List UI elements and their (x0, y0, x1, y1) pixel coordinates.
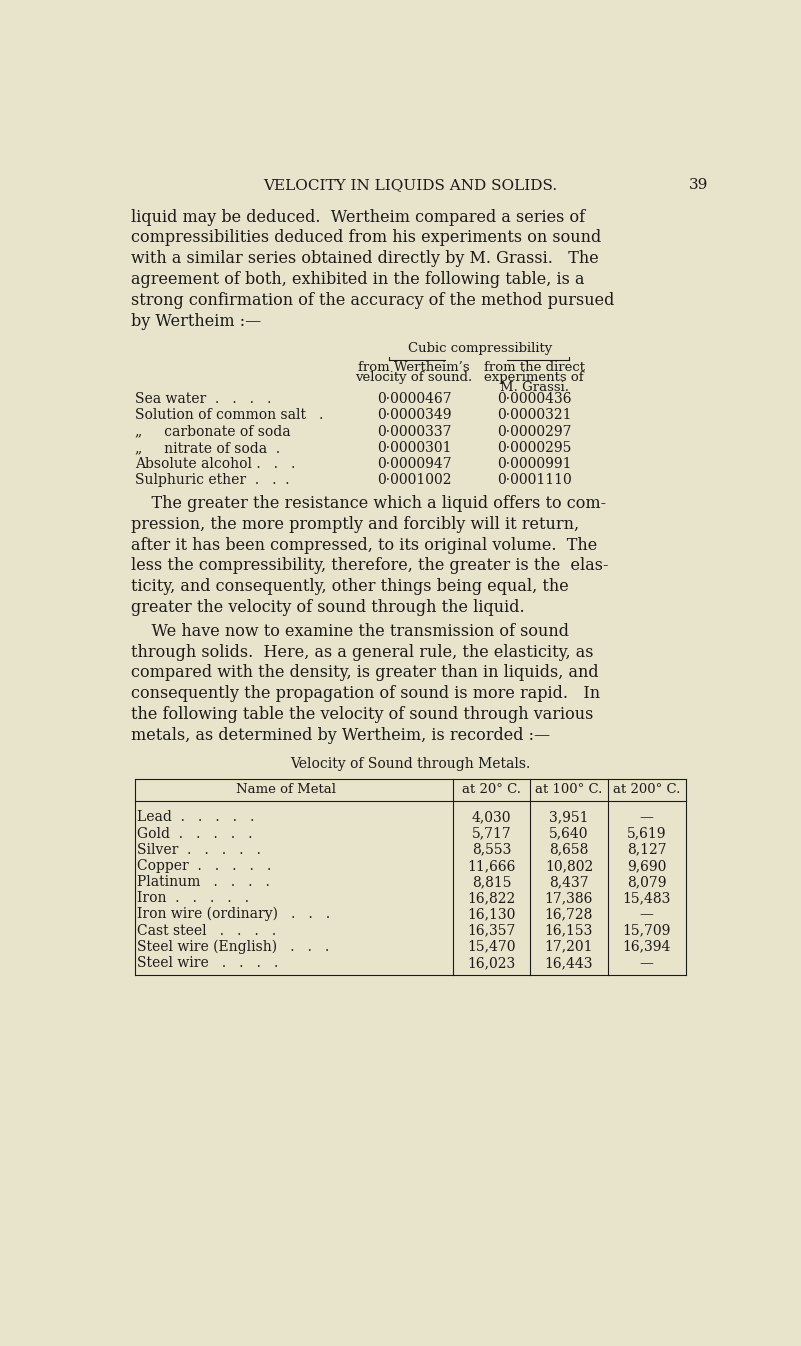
Text: 15,483: 15,483 (622, 891, 670, 906)
Text: —: — (639, 810, 654, 824)
Text: 3,951: 3,951 (549, 810, 589, 824)
Text: Silver  .   .   .   .   .: Silver . . . . . (137, 843, 261, 857)
Text: agreement of both, exhibited in the following table, is a: agreement of both, exhibited in the foll… (131, 271, 585, 288)
Text: 16,728: 16,728 (545, 907, 594, 922)
Text: at 20° C.: at 20° C. (462, 783, 521, 795)
Text: Iron  .   .   .   .   .: Iron . . . . . (137, 891, 249, 906)
Text: Cubic compressibility: Cubic compressibility (408, 342, 552, 355)
Text: 16,357: 16,357 (467, 923, 516, 938)
Text: We have now to examine the transmission of sound: We have now to examine the transmission … (131, 623, 570, 639)
Text: Sulphuric ether  .   .  .: Sulphuric ether . . . (135, 474, 289, 487)
Text: 16,153: 16,153 (545, 923, 594, 938)
Text: 0·0000947: 0·0000947 (376, 458, 451, 471)
Text: 0·0000321: 0·0000321 (497, 408, 571, 423)
Text: experiments of: experiments of (485, 371, 584, 384)
Text: „     nitrate of soda  .: „ nitrate of soda . (135, 440, 280, 455)
Text: 16,443: 16,443 (545, 956, 594, 970)
Text: 17,201: 17,201 (545, 940, 594, 954)
Text: 0·0001002: 0·0001002 (376, 474, 451, 487)
Text: ticity, and consequently, other things being equal, the: ticity, and consequently, other things b… (131, 579, 569, 595)
Text: Absolute alcohol .   .   .: Absolute alcohol . . . (135, 458, 296, 471)
Text: strong confirmation of the accuracy of the method pursued: strong confirmation of the accuracy of t… (131, 292, 614, 308)
Text: 5,619: 5,619 (626, 826, 666, 841)
Text: through solids.  Here, as a general rule, the elasticity, as: through solids. Here, as a general rule,… (131, 643, 594, 661)
Text: Velocity of Sound through Metals.: Velocity of Sound through Metals. (290, 758, 530, 771)
Text: —: — (639, 956, 654, 970)
Text: with a similar series obtained directly by M. Grassi.   The: with a similar series obtained directly … (131, 250, 599, 267)
Text: 0·0000991: 0·0000991 (497, 458, 571, 471)
Text: from the direct: from the direct (484, 361, 585, 374)
Text: 0·0000436: 0·0000436 (497, 392, 571, 406)
Text: 8,437: 8,437 (549, 875, 589, 890)
Text: Steel wire (English)   .   .   .: Steel wire (English) . . . (137, 940, 329, 954)
Text: Cast steel   .   .   .   .: Cast steel . . . . (137, 923, 276, 938)
Text: 16,130: 16,130 (467, 907, 516, 922)
Text: consequently the propagation of sound is more rapid.   In: consequently the propagation of sound is… (131, 685, 600, 703)
Text: 10,802: 10,802 (545, 859, 593, 874)
Text: greater the velocity of sound through the liquid.: greater the velocity of sound through th… (131, 599, 525, 616)
Text: 0·0000301: 0·0000301 (376, 440, 451, 455)
Text: less the compressibility, therefore, the greater is the  elas-: less the compressibility, therefore, the… (131, 557, 609, 575)
Text: 16,394: 16,394 (622, 940, 670, 954)
Text: 5,717: 5,717 (472, 826, 511, 841)
Text: Gold  .   .   .   .   .: Gold . . . . . (137, 826, 253, 841)
Text: 0·0000295: 0·0000295 (497, 440, 571, 455)
Text: 8,658: 8,658 (549, 843, 589, 857)
Text: at 100° C.: at 100° C. (535, 783, 602, 795)
Text: from Wertheim’s: from Wertheim’s (358, 361, 470, 374)
Text: 15,470: 15,470 (467, 940, 516, 954)
Text: 0·0000337: 0·0000337 (376, 424, 451, 439)
Text: pression, the more promptly and forcibly will it return,: pression, the more promptly and forcibly… (131, 516, 579, 533)
Text: compared with the density, is greater than in liquids, and: compared with the density, is greater th… (131, 665, 599, 681)
Text: „     carbonate of soda: „ carbonate of soda (135, 424, 291, 439)
Text: The greater the resistance which a liquid offers to com-: The greater the resistance which a liqui… (131, 495, 606, 511)
Text: by Wertheim :—: by Wertheim :— (131, 312, 261, 330)
Text: 4,030: 4,030 (472, 810, 511, 824)
Text: 39: 39 (689, 178, 709, 192)
Text: Lead  .   .   .   .   .: Lead . . . . . (137, 810, 255, 824)
Text: 16,822: 16,822 (467, 891, 516, 906)
Text: —: — (639, 907, 654, 922)
Text: 8,553: 8,553 (472, 843, 511, 857)
Text: Iron wire (ordinary)   .   .   .: Iron wire (ordinary) . . . (137, 907, 331, 922)
Text: 0·0000297: 0·0000297 (497, 424, 571, 439)
Text: M. Grassi.: M. Grassi. (500, 381, 569, 394)
Text: 8,079: 8,079 (626, 875, 666, 890)
Text: the following table the velocity of sound through various: the following table the velocity of soun… (131, 707, 594, 723)
Text: liquid may be deduced.  Wertheim compared a series of: liquid may be deduced. Wertheim compared… (131, 209, 586, 226)
Text: compressibilities deduced from his experiments on sound: compressibilities deduced from his exper… (131, 229, 602, 246)
Text: 0·0001110: 0·0001110 (497, 474, 571, 487)
Text: VELOCITY IN LIQUIDS AND SOLIDS.: VELOCITY IN LIQUIDS AND SOLIDS. (263, 178, 557, 192)
Text: 15,709: 15,709 (622, 923, 670, 938)
Text: 8,815: 8,815 (472, 875, 511, 890)
Text: Copper  .   .   .   .   .: Copper . . . . . (137, 859, 272, 874)
Text: 9,690: 9,690 (627, 859, 666, 874)
Text: 16,023: 16,023 (467, 956, 516, 970)
Text: metals, as determined by Wertheim, is recorded :—: metals, as determined by Wertheim, is re… (131, 727, 550, 744)
Text: at 200° C.: at 200° C. (613, 783, 680, 795)
Text: Solution of common salt   .: Solution of common salt . (135, 408, 324, 423)
Text: 0·0000349: 0·0000349 (376, 408, 451, 423)
Text: 8,127: 8,127 (626, 843, 666, 857)
Text: 5,640: 5,640 (549, 826, 589, 841)
Text: velocity of sound.: velocity of sound. (356, 371, 473, 384)
Text: Steel wire   .   .   .   .: Steel wire . . . . (137, 956, 279, 970)
Text: 0·0000467: 0·0000467 (376, 392, 451, 406)
Text: Sea water  .   .   .   .: Sea water . . . . (135, 392, 272, 406)
Text: 17,386: 17,386 (545, 891, 594, 906)
Text: Name of Metal: Name of Metal (236, 783, 336, 795)
Text: 11,666: 11,666 (467, 859, 516, 874)
Text: Platinum   .   .   .   .: Platinum . . . . (137, 875, 270, 890)
Text: after it has been compressed, to its original volume.  The: after it has been compressed, to its ori… (131, 537, 598, 553)
